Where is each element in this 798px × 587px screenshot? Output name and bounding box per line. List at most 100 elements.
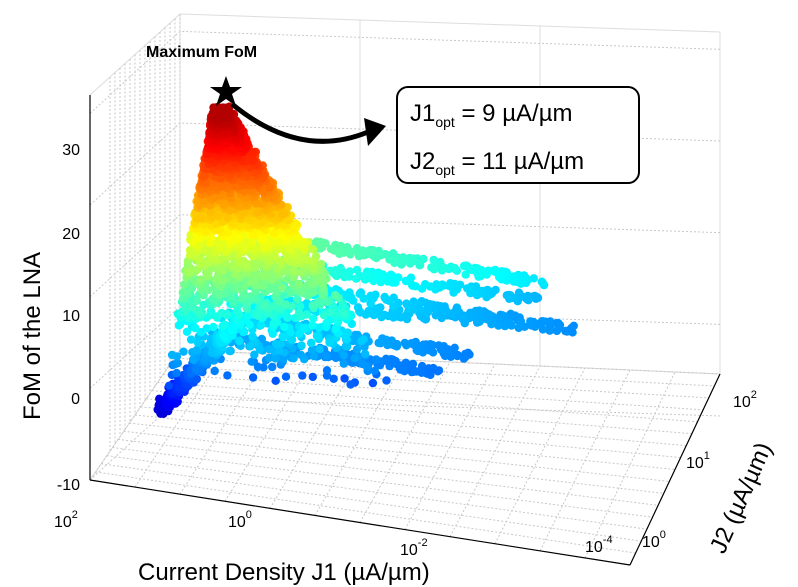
data-point [206,207,216,217]
data-point [350,353,359,363]
data-point [407,367,416,377]
data-point [248,332,257,341]
data-point [225,346,234,356]
data-point [368,378,378,388]
data-point [359,335,368,344]
data-point [552,326,562,336]
data-point [173,358,182,368]
data-point [269,229,279,238]
j2-opt-line: J2opt = 11 µA/µm [410,148,585,178]
z-tick-label: 20 [62,226,80,243]
data-point [239,327,248,337]
annotation-arrow [230,102,369,144]
data-point [300,355,309,364]
data-point [422,306,431,315]
data-point [210,193,219,202]
data-point [247,357,256,366]
data-point [297,341,306,350]
data-point [202,324,211,333]
data-point [191,324,200,333]
data-point [463,284,472,293]
data-point [331,324,340,333]
data-point [561,327,570,336]
data-point [308,257,318,266]
data-point [167,350,177,360]
data-point [354,251,364,261]
data-point [295,302,305,311]
data-point [293,295,302,304]
floor-grid-line [112,447,653,518]
data-point [341,331,350,340]
floor-grid-line [224,355,316,502]
x-axis-label: Current Density J1 (µA/µm) [138,559,430,586]
data-point [220,320,229,329]
data-point [235,336,244,346]
data-point [339,308,349,317]
data-point [509,273,518,282]
data-point [314,297,323,306]
data-point [265,353,274,363]
data-point [352,345,362,354]
floor-grid-line [134,414,676,470]
y-tick-label: 101 [686,450,710,472]
floor-grid-line [129,422,670,482]
data-point [184,313,194,323]
data-point [374,268,383,277]
data-point [366,299,375,308]
floor-grid-line [494,367,586,544]
data-point [182,327,192,336]
data-point [223,213,232,222]
j1-opt-line: J1opt = 9 µA/µm [410,100,573,130]
data-point [164,381,174,390]
data-point [271,354,280,363]
data-point [339,359,348,368]
data-point [213,102,222,112]
data-point [319,311,329,320]
data-point [223,228,233,237]
data-point [427,263,436,272]
scatter-points [153,102,578,418]
data-point [461,270,470,279]
data-point [287,335,297,344]
data-point [195,306,205,315]
data-point [434,341,443,350]
data-point [268,329,277,338]
data-point [514,323,523,333]
x-tick-label: 102 [54,509,78,531]
data-point [325,338,334,347]
data-point [203,285,213,295]
data-point [242,304,252,314]
data-point [192,296,202,305]
data-point [329,374,338,383]
data-point [278,332,287,341]
data-point [289,267,298,276]
data-point [318,290,327,300]
data-point [271,317,280,327]
data-point [220,332,229,341]
chart-box [89,13,721,482]
data-point [340,374,349,383]
data-point [245,320,254,329]
data-point [278,283,287,292]
data-point [382,376,391,385]
y-axis-label: J2 (µA/µm) [705,438,778,557]
data-point [193,338,202,347]
data-point [526,317,535,326]
data-point [355,289,364,299]
data-point [268,362,277,372]
data-point [301,255,311,264]
data-point [537,277,546,286]
data-point [179,347,188,356]
grid-lines [89,14,721,481]
data-point [256,321,266,330]
data-point [253,310,262,319]
data-point [323,318,332,327]
data-point [545,326,554,335]
maximum-fom-label: Maximum FoM [146,44,258,61]
data-point [233,306,242,315]
optimum-annotation-box: J1opt = 9 µA/µm J2opt = 11 µA/µm [396,86,640,184]
data-point [372,355,381,364]
z-tick-label: 30 [62,142,80,159]
data-point [221,111,231,120]
